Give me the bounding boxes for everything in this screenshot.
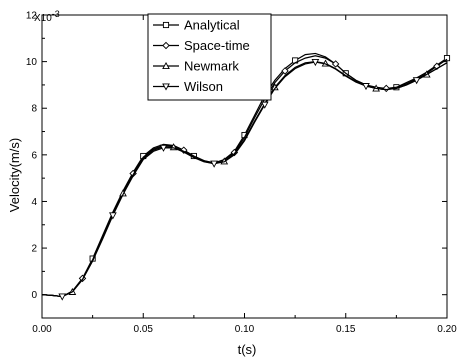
legend-label: Space-time <box>184 38 250 53</box>
y-tick-label: 2 <box>31 244 37 255</box>
x-tick-label: 0.00 <box>32 324 52 335</box>
legend-item: Analytical <box>153 18 240 33</box>
x-tick-label: 0.05 <box>134 324 154 335</box>
series-point <box>58 293 67 301</box>
legend-marker <box>162 61 170 70</box>
legend-label: Newmark <box>184 59 239 74</box>
series-point <box>443 55 451 62</box>
x-axis: 0.00 0.05 0.10 0.15 0.20 <box>32 15 457 335</box>
series-point <box>382 84 390 93</box>
series-point <box>311 59 320 67</box>
y-axis-title: Velocity(m/s) <box>7 138 22 212</box>
y-tick-label: 8 <box>31 104 37 115</box>
legend-marker <box>162 41 170 50</box>
y-scale-label: X10-3 <box>34 9 60 24</box>
series-point <box>159 144 168 152</box>
series-lines <box>41 52 451 301</box>
legend-label: Analytical <box>184 18 240 33</box>
legend-marker <box>162 83 170 91</box>
legend-label: Wilson <box>184 79 223 94</box>
series-point <box>362 83 370 91</box>
series-point <box>109 212 117 220</box>
legend-item: Newmark <box>153 59 239 74</box>
y-tick-label: 0 <box>31 290 37 301</box>
y-scale-base: X10 <box>34 13 52 24</box>
x-tick-label: 0.20 <box>437 324 457 335</box>
legend-marker <box>162 21 170 29</box>
series-line <box>41 61 448 298</box>
y-tick-label: 10 <box>26 57 38 68</box>
x-axis-title: t(s) <box>238 342 257 357</box>
y-tick-label: 4 <box>31 197 37 208</box>
series-point <box>281 67 289 75</box>
legend-item: Wilson <box>153 79 223 94</box>
y-tick-label: 6 <box>31 150 37 161</box>
x-tick-label: 0.10 <box>235 324 255 335</box>
series-point <box>210 160 218 168</box>
y-tick-label: 12 <box>26 11 38 22</box>
legend-item: Space-time <box>153 38 250 53</box>
series-wilson <box>41 59 448 301</box>
x-tick-label: 0.15 <box>336 324 356 335</box>
series-point <box>331 60 340 68</box>
y-scale-exponent: -3 <box>52 9 60 19</box>
series-point <box>260 101 269 109</box>
y-axis: 0 2 4 6 8 10 12 <box>26 11 447 319</box>
series-point <box>412 77 421 85</box>
legend: Analytical Space-time Newmark Wilson <box>147 13 272 101</box>
series-point <box>119 189 127 197</box>
